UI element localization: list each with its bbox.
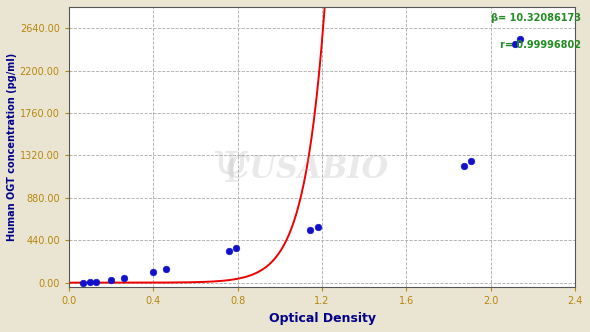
- Point: [459, 163, 468, 169]
- Point: [106, 277, 116, 283]
- Point: [78, 280, 87, 285]
- Point: [515, 36, 525, 42]
- Text: β= 10.32086173: β= 10.32086173: [491, 13, 581, 23]
- Point: [305, 227, 314, 232]
- Point: [510, 42, 520, 47]
- Point: [314, 224, 323, 230]
- Point: [85, 280, 94, 285]
- Point: [224, 248, 234, 254]
- Point: [91, 279, 101, 284]
- Text: CUSABIO: CUSABIO: [225, 154, 388, 185]
- Y-axis label: Human OGT concentration (pg/ml): Human OGT concentration (pg/ml): [7, 53, 17, 241]
- X-axis label: Optical Density: Optical Density: [268, 312, 376, 325]
- Text: Ψ: Ψ: [212, 149, 249, 191]
- Point: [466, 158, 476, 163]
- Point: [161, 267, 171, 272]
- Point: [231, 246, 241, 251]
- Point: [148, 269, 158, 275]
- Text: r= 0.99996802: r= 0.99996802: [500, 40, 581, 50]
- Point: [119, 276, 129, 281]
